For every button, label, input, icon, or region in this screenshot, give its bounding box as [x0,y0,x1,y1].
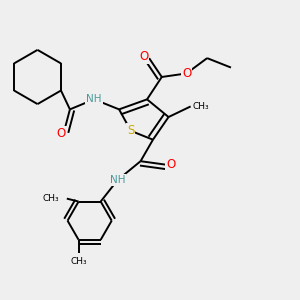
Text: CH₃: CH₃ [70,257,87,266]
Text: CH₃: CH₃ [192,102,209,111]
Text: NH: NH [110,175,125,185]
Text: O: O [182,67,191,80]
Text: S: S [127,124,134,137]
Text: O: O [166,158,175,171]
Text: O: O [139,50,148,63]
Text: O: O [56,127,66,140]
Text: CH₃: CH₃ [43,194,59,203]
Text: NH: NH [86,94,102,104]
